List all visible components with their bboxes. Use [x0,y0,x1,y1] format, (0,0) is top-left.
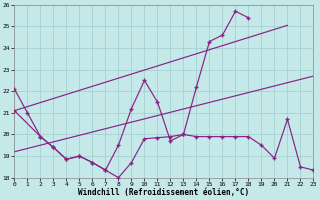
X-axis label: Windchill (Refroidissement éolien,°C): Windchill (Refroidissement éolien,°C) [78,188,250,197]
